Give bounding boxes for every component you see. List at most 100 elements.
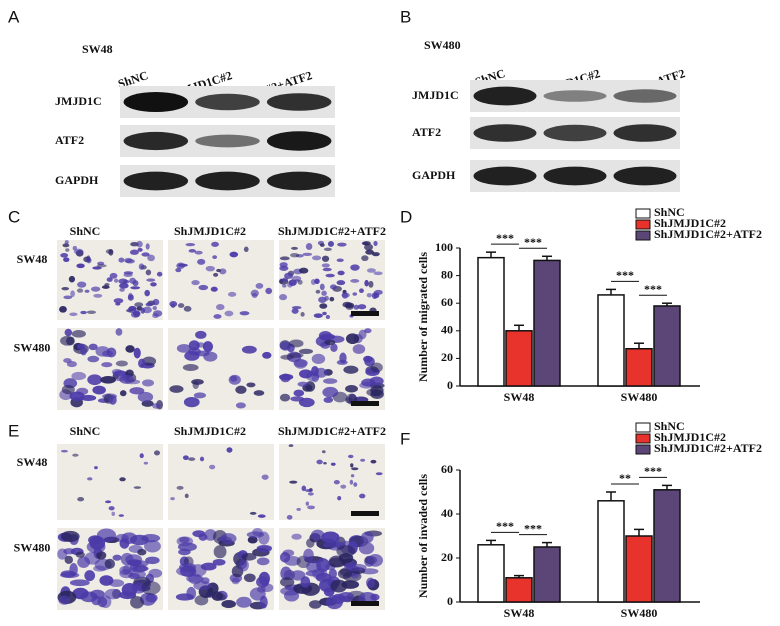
cell-stain bbox=[375, 472, 383, 476]
cell-stain bbox=[348, 454, 354, 459]
cell-stain bbox=[360, 458, 366, 462]
bar bbox=[597, 294, 625, 387]
cell-stain bbox=[307, 505, 315, 510]
cell-stain bbox=[353, 482, 358, 487]
row-label: SW48 bbox=[17, 455, 48, 469]
cell-stain bbox=[70, 290, 75, 298]
y-tick-label: 0 bbox=[447, 594, 453, 608]
cell-stain bbox=[88, 343, 98, 351]
cell-stain bbox=[308, 600, 322, 609]
cell-stain bbox=[213, 545, 227, 559]
cell-stain bbox=[205, 265, 215, 272]
cell-stain bbox=[360, 568, 379, 575]
cell-stain bbox=[121, 532, 137, 544]
cell-stain bbox=[73, 248, 84, 255]
cell-stain bbox=[129, 387, 145, 395]
bar bbox=[625, 535, 653, 603]
cell-stain bbox=[227, 291, 237, 297]
cell-stain bbox=[198, 284, 209, 291]
cell-stain bbox=[329, 296, 335, 302]
cell-stain bbox=[86, 540, 106, 554]
cell-stain bbox=[351, 467, 359, 471]
cell-stain bbox=[345, 384, 358, 393]
cell-stain bbox=[328, 568, 337, 579]
x-tick-label: SW480 bbox=[621, 390, 658, 404]
blot-band bbox=[195, 171, 260, 191]
cell-stain bbox=[330, 579, 348, 593]
cell-stain bbox=[119, 282, 129, 289]
row-label: SW480 bbox=[14, 340, 51, 354]
panel-label: B bbox=[400, 7, 411, 26]
cell-stain bbox=[336, 258, 344, 262]
cell-stain bbox=[100, 376, 116, 384]
cell-stain bbox=[141, 581, 161, 595]
cell-stain bbox=[246, 531, 265, 538]
cell-stain bbox=[111, 511, 116, 517]
cell-stain bbox=[330, 343, 338, 352]
cell-stain bbox=[323, 397, 334, 403]
panel-label: A bbox=[8, 7, 20, 26]
x-tick-label: SW48 bbox=[504, 606, 535, 620]
bar bbox=[653, 305, 681, 387]
cell-stain bbox=[337, 242, 347, 247]
cell-stain bbox=[363, 355, 373, 363]
significance-label: *** bbox=[524, 235, 542, 249]
bar bbox=[533, 546, 561, 603]
cell-stain bbox=[352, 292, 358, 296]
blot-band bbox=[123, 171, 189, 191]
cell-stain bbox=[104, 558, 115, 569]
cell-stain bbox=[147, 254, 155, 262]
cell-stain bbox=[92, 385, 106, 395]
blot-band bbox=[613, 89, 677, 103]
cell-stain bbox=[291, 533, 302, 540]
cell-stain bbox=[373, 271, 383, 276]
cell-stain bbox=[243, 573, 256, 583]
cell-stain bbox=[176, 262, 185, 269]
cell-stain bbox=[152, 306, 157, 311]
cell-stain bbox=[119, 374, 134, 384]
cell-line-label: SW480 bbox=[424, 38, 461, 52]
legend-swatch bbox=[635, 444, 651, 455]
cell-stain bbox=[316, 459, 323, 465]
cell-stain bbox=[333, 479, 340, 485]
cell-stain bbox=[297, 279, 303, 285]
cell-stain bbox=[301, 485, 307, 492]
cell-stain bbox=[368, 280, 374, 288]
cell-stain bbox=[249, 511, 257, 515]
cell-stain bbox=[279, 341, 291, 351]
cell-stain bbox=[71, 371, 87, 381]
cell-stain bbox=[140, 307, 146, 314]
cell-stain bbox=[182, 364, 199, 371]
cell-stain bbox=[143, 461, 149, 465]
cell-stain bbox=[198, 533, 208, 541]
cell-stain bbox=[118, 514, 124, 517]
cell-stain bbox=[209, 464, 216, 470]
x-tick-label: SW48 bbox=[504, 390, 535, 404]
cell-stain bbox=[366, 268, 376, 273]
cell-stain bbox=[87, 355, 100, 363]
cell-stain bbox=[247, 536, 258, 544]
cell-stain bbox=[144, 540, 161, 553]
cell-stain bbox=[298, 348, 314, 355]
cell-stain bbox=[170, 497, 175, 501]
cell-stain bbox=[60, 253, 69, 258]
cell-stain bbox=[141, 252, 150, 257]
cell-stain bbox=[72, 453, 79, 457]
cell-stain bbox=[119, 287, 125, 292]
cell-stain bbox=[307, 492, 314, 496]
bar bbox=[477, 256, 505, 387]
cell-stain bbox=[321, 255, 330, 262]
cell-stain bbox=[109, 272, 118, 279]
cell-stain bbox=[366, 293, 372, 298]
cell-stain bbox=[101, 285, 110, 289]
bar bbox=[505, 330, 533, 387]
cell-stain bbox=[60, 570, 76, 578]
cell-stain bbox=[145, 556, 160, 565]
cell-stain bbox=[262, 351, 272, 359]
x-tick-label: SW480 bbox=[621, 606, 658, 620]
y-tick-label: 60 bbox=[441, 295, 453, 309]
cell-stain bbox=[256, 557, 270, 566]
cell-stain bbox=[212, 593, 226, 601]
cell-stain bbox=[152, 313, 159, 319]
cell-stain bbox=[290, 396, 305, 402]
